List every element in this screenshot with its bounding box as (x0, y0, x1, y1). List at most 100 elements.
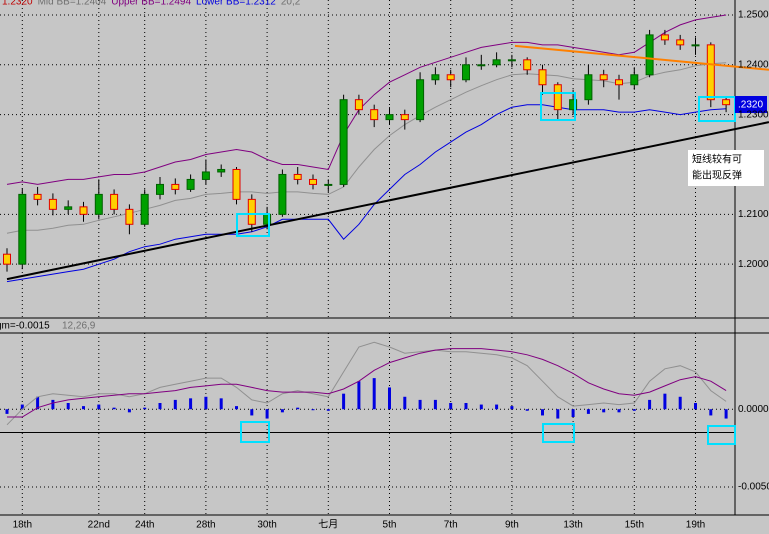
candle-body (492, 59, 501, 66)
histogram-bar (694, 403, 697, 410)
highlight-box (707, 425, 736, 445)
y-tick-label: 1.2500 (738, 10, 769, 21)
histogram-bar (372, 378, 376, 410)
price-label-box (735, 96, 767, 113)
header-text: 20,2 (281, 0, 301, 8)
candle-body (324, 183, 333, 186)
histogram-bar (403, 396, 407, 410)
trendline (514, 44, 769, 71)
header-text: Lower BB=1.2312 (196, 0, 276, 8)
candle-body (3, 253, 11, 265)
header-text: 1.2320 (2, 0, 33, 8)
histogram-bar (173, 399, 177, 410)
histogram-bar (357, 381, 361, 410)
histogram-bar (388, 387, 391, 410)
histogram-bar (219, 398, 223, 410)
highlight-box (240, 421, 270, 443)
histogram-bar (433, 399, 437, 410)
x-tick-label: 5th (383, 520, 397, 531)
candle-body (354, 99, 363, 111)
histogram-bar (510, 406, 514, 410)
candle-body (660, 34, 669, 41)
histogram-bar (326, 409, 330, 411)
indicator-line (6, 341, 727, 426)
histogram-bar (235, 406, 238, 410)
histogram-bar (143, 407, 147, 410)
x-tick-label: 19th (686, 520, 705, 531)
header-text: Upper BB=1.2494 (111, 0, 191, 8)
candle-body (507, 59, 516, 62)
candle-body (278, 173, 287, 215)
histogram-bar (678, 396, 682, 410)
candle-body (125, 208, 134, 225)
histogram-bar (464, 403, 468, 410)
candle-body (645, 34, 654, 76)
candle-body (722, 99, 731, 106)
histogram-bar (296, 407, 300, 410)
histogram-bar (525, 409, 529, 411)
histogram-bar (541, 409, 544, 416)
band-line (6, 14, 727, 185)
candle-body (140, 193, 149, 225)
price-label: .2320 (738, 100, 763, 111)
x-tick-label: 七月 (318, 519, 338, 531)
candle-body (48, 198, 57, 210)
histogram-bar (617, 409, 621, 413)
histogram-bar (495, 404, 499, 410)
candle-body (33, 193, 42, 200)
histogram-bar (20, 404, 24, 410)
histogram-bar (648, 399, 652, 410)
candle-body (584, 74, 593, 101)
candle-body (385, 114, 394, 121)
candle-body (676, 39, 685, 46)
candle-body (94, 193, 103, 215)
x-tick-label: 13th (563, 520, 582, 531)
candle-body (553, 84, 562, 111)
candle-body (538, 69, 547, 86)
candle-body (691, 44, 700, 47)
x-tick-label: 18th (13, 520, 32, 531)
candle-body (569, 99, 578, 111)
histogram-bar (127, 409, 131, 413)
histogram-bar (449, 403, 453, 410)
histogram-bar (265, 409, 269, 419)
histogram-bar (724, 409, 728, 419)
candle-body (110, 193, 119, 210)
indicator-label: gm=-0.0015 (0, 321, 50, 332)
header-text: Mid BB=1.2404 (38, 0, 107, 8)
plot (0, 0, 769, 515)
histogram-bar (342, 393, 346, 410)
candle-body (309, 178, 317, 185)
highlight-box (540, 92, 576, 121)
y-tick-label: -0.0050 (738, 482, 769, 493)
histogram-bar (311, 409, 315, 411)
y-tick-label: 1.2400 (738, 59, 769, 70)
annotation: 能出现反弹 (692, 169, 742, 182)
candle-body (431, 74, 440, 81)
candle-body (599, 74, 608, 81)
histogram-bar (97, 404, 101, 410)
histogram-bar (158, 403, 162, 410)
annotation-box (688, 150, 764, 186)
histogram-bar (586, 409, 590, 414)
candle-body (201, 171, 210, 180)
candle-body (477, 64, 486, 67)
candle-body (523, 59, 532, 71)
highlight-box (542, 423, 575, 443)
histogram-bar (280, 409, 284, 413)
candle-body (446, 74, 455, 81)
candle-body (18, 193, 27, 265)
histogram-bar (112, 407, 116, 410)
indicator-params: 12,26,9 (62, 321, 96, 332)
x-tick-label: 9th (505, 520, 519, 531)
histogram-bar (82, 406, 85, 410)
histogram-bar (66, 403, 70, 410)
candle-body (79, 206, 88, 215)
histogram-bar (571, 409, 575, 417)
candle-body (630, 74, 639, 86)
candle-body (400, 114, 409, 121)
candle-body (232, 168, 241, 200)
highlight-box (236, 213, 270, 237)
